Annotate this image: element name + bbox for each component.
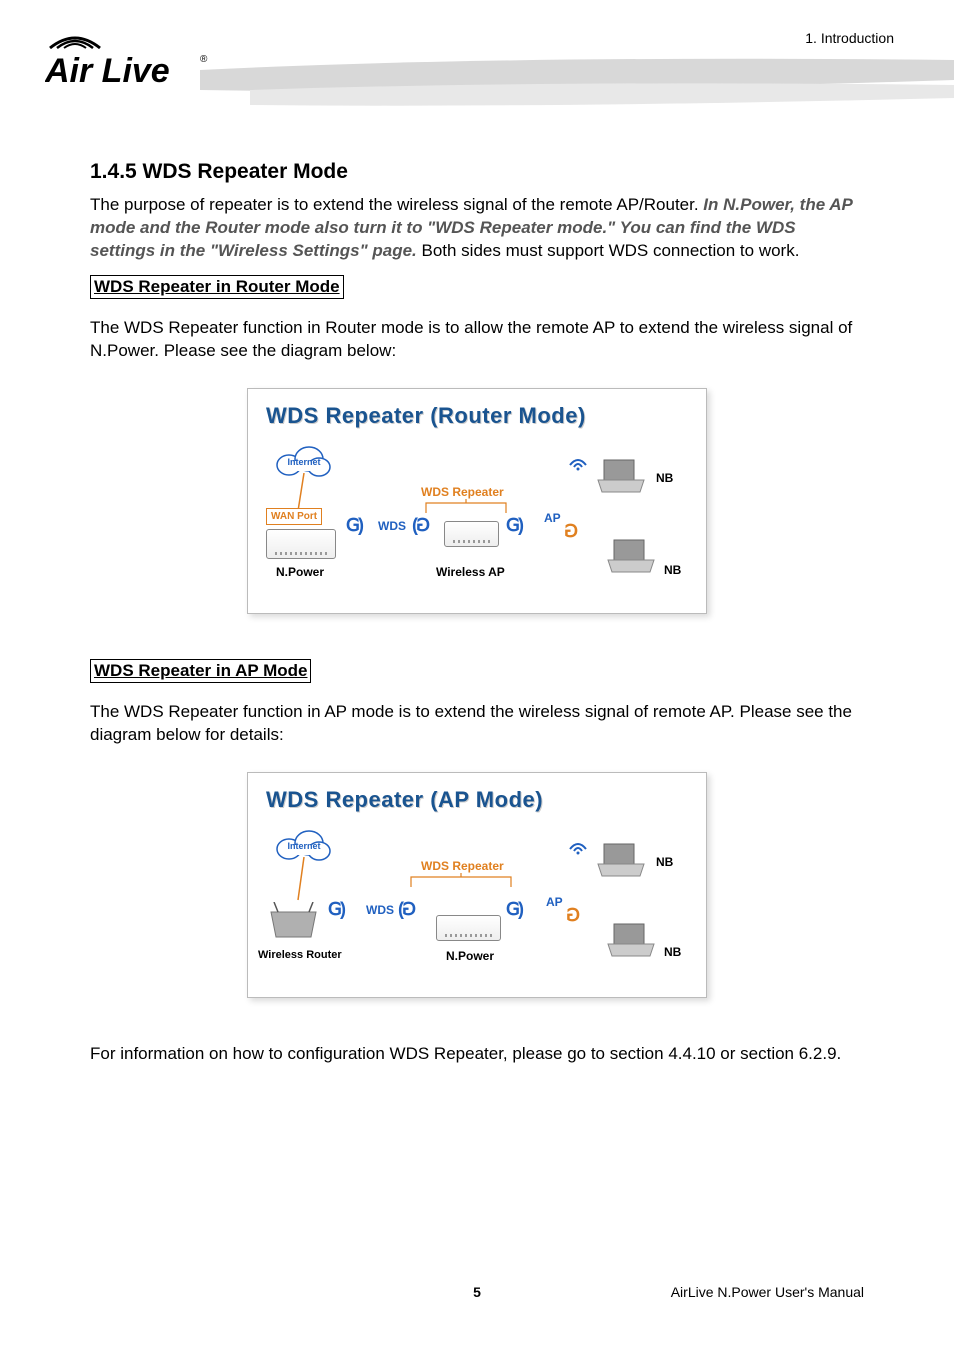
page-content: 1.4.5 WDS Repeater Mode The purpose of r… (0, 130, 954, 1066)
wave-icon: ꓖ) (506, 899, 522, 920)
intro-text-c: Both sides must support WDS connection t… (417, 241, 800, 260)
nb-label: NB (656, 471, 673, 485)
wds-label: WDS (366, 903, 394, 917)
router-mode-paragraph: The WDS Repeater function in Router mode… (90, 317, 864, 363)
svg-text:Internet: Internet (287, 841, 320, 851)
wifi-icon (566, 835, 590, 860)
wireless-router-icon (266, 902, 321, 940)
ap-mode-heading: WDS Repeater in AP Mode (90, 659, 311, 683)
router-mode-heading: WDS Repeater in Router Mode (90, 275, 344, 299)
page-header: Air Live ® 1. Introduction (0, 0, 954, 130)
bracket-icon (406, 873, 516, 903)
svg-text:Internet: Internet (287, 457, 320, 467)
diagram-ap-mode: WDS Repeater (AP Mode) Internet Wireless… (247, 772, 707, 998)
npower-device-icon (436, 915, 501, 941)
npower-label: N.Power (446, 949, 494, 963)
laptop-icon (596, 458, 646, 494)
wds-repeater-label: WDS Repeater (421, 485, 504, 499)
diagram2-container: WDS Repeater (AP Mode) Internet Wireless… (90, 772, 864, 998)
wan-port-label: WAN Port (266, 508, 322, 525)
nb-label: NB (656, 855, 673, 869)
nb-label: NB (664, 945, 681, 959)
wireless-ap-icon (444, 521, 499, 547)
wifi-icon (566, 451, 590, 476)
intro-text-a: The purpose of repeater is to extend the… (90, 195, 703, 214)
npower-device-icon (266, 529, 336, 559)
wave-icon: ꓖ) (328, 899, 344, 920)
connector-line (296, 473, 316, 513)
intro-paragraph: The purpose of repeater is to extend the… (90, 194, 864, 263)
connector-line (296, 857, 316, 902)
wave-icon: ꓖ (568, 905, 580, 926)
ap-mode-paragraph: The WDS Repeater function in AP mode is … (90, 701, 864, 747)
ap-label: AP (544, 511, 561, 525)
laptop-icon (606, 922, 656, 958)
chapter-label: 1. Introduction (805, 30, 894, 46)
laptop-icon (596, 842, 646, 878)
wds-repeater-label: WDS Repeater (421, 859, 504, 873)
laptop-icon (606, 538, 656, 574)
diagram1-container: WDS Repeater (Router Mode) Internet WAN … (90, 388, 864, 614)
diagram1-title: WDS Repeater (Router Mode) (266, 403, 688, 429)
ap-label: AP (546, 895, 563, 909)
diagram-router-mode: WDS Repeater (Router Mode) Internet WAN … (247, 388, 707, 614)
npower-label: N.Power (276, 565, 324, 579)
closing-paragraph: For information on how to configuration … (90, 1043, 864, 1066)
wireless-router-label: Wireless Router (258, 949, 342, 961)
header-swoosh (0, 50, 954, 130)
nb-label: NB (664, 563, 681, 577)
wireless-ap-label: Wireless AP (436, 565, 505, 579)
wave-icon: ꓖ (566, 521, 578, 542)
wave-icon: ꓖ) (346, 515, 362, 536)
wave-icon: ꓖ) (506, 515, 522, 536)
wds-label: WDS (378, 519, 406, 533)
diagram2-title: WDS Repeater (AP Mode) (266, 787, 688, 813)
manual-title-footer: AirLive N.Power User's Manual (671, 1284, 864, 1300)
section-title: 1.4.5 WDS Repeater Mode (90, 160, 864, 184)
